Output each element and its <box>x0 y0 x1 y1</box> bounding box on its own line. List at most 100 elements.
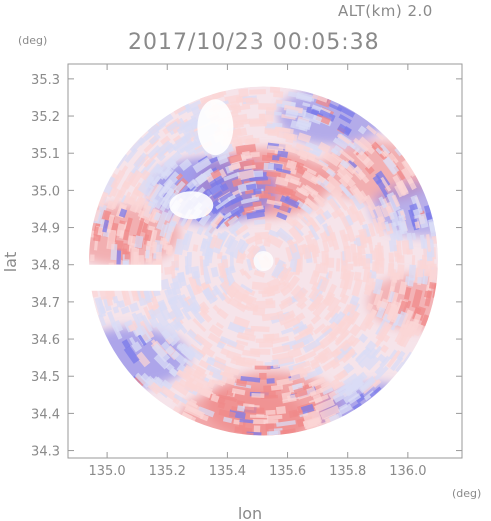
velocity-cell <box>202 287 217 305</box>
velocity-cell <box>424 290 433 307</box>
velocity-cell <box>408 209 417 227</box>
velocity-cell <box>266 171 281 178</box>
velocity-cell <box>148 308 157 320</box>
velocity-cell <box>231 387 246 396</box>
velocity-cell <box>276 131 295 141</box>
velocity-cell <box>390 292 399 307</box>
velocity-cell <box>336 369 349 381</box>
velocity-cell <box>171 350 188 366</box>
velocity-cell <box>395 253 401 262</box>
velocity-cell <box>422 275 429 285</box>
velocity-cell <box>352 402 363 411</box>
y-tick-label: 35.2 <box>31 110 60 125</box>
velocity-cell <box>379 355 391 368</box>
velocity-cell <box>302 339 321 353</box>
velocity-cell <box>315 174 326 184</box>
velocity-cell <box>135 351 151 368</box>
velocity-cell <box>193 145 205 155</box>
velocity-cell <box>334 313 349 329</box>
velocity-cell <box>243 164 256 170</box>
velocity-cell <box>401 309 414 329</box>
velocity-cell <box>213 237 224 250</box>
velocity-cell <box>228 265 236 274</box>
velocity-cell <box>246 258 253 271</box>
velocity-cell <box>129 200 141 214</box>
velocity-cell <box>338 113 352 124</box>
velocity-cell <box>263 333 275 342</box>
velocity-cell <box>251 348 271 355</box>
velocity-cell <box>190 265 201 279</box>
velocity-cell <box>116 248 122 265</box>
velocity-cell <box>298 187 308 196</box>
velocity-cell <box>206 364 222 376</box>
velocity-cell <box>246 137 260 144</box>
velocity-cell <box>412 313 422 326</box>
velocity-cell <box>253 425 261 433</box>
velocity-cell <box>277 126 291 133</box>
velocity-cell <box>161 146 170 155</box>
velocity-cell <box>253 188 262 195</box>
velocity-cell <box>112 320 124 333</box>
velocity-cell <box>233 315 250 329</box>
velocity-cell <box>286 239 298 254</box>
velocity-cell <box>417 260 424 269</box>
velocity-cell <box>208 234 219 250</box>
velocity-cell <box>159 198 171 212</box>
velocity-cell <box>429 269 434 284</box>
velocity-cell <box>310 361 321 370</box>
velocity-cell <box>402 351 413 365</box>
velocity-cell <box>278 313 296 326</box>
velocity-cell <box>343 314 354 325</box>
velocity-cell <box>266 199 283 207</box>
velocity-cell <box>153 353 170 370</box>
velocity-cell <box>295 199 313 215</box>
velocity-cell <box>154 195 166 210</box>
velocity-cell <box>153 307 170 329</box>
velocity-cell <box>212 190 223 200</box>
velocity-cell <box>305 423 319 432</box>
velocity-cell <box>230 100 240 108</box>
velocity-cell <box>290 284 303 298</box>
velocity-cell <box>318 277 330 293</box>
velocity-cell <box>298 164 317 176</box>
x-tick-label: 135.6 <box>269 464 306 479</box>
velocity-cell <box>219 183 229 192</box>
velocity-cell <box>364 320 375 331</box>
velocity-cell <box>210 213 225 229</box>
velocity-cell <box>161 329 178 347</box>
velocity-cell <box>160 135 171 146</box>
velocity-cell <box>237 405 245 412</box>
velocity-cell <box>426 234 432 252</box>
velocity-cell <box>249 119 267 127</box>
velocity-cell <box>230 196 244 205</box>
plot-frame <box>67 63 463 459</box>
velocity-cell <box>266 430 281 436</box>
velocity-cell <box>145 240 152 251</box>
velocity-cell <box>227 321 246 335</box>
y-tick-label: 35.3 <box>31 73 60 88</box>
x-axis: 135.0 135.2 135.4 135.6 135.8 136.0 <box>88 64 426 479</box>
velocity-cell <box>254 219 266 225</box>
velocity-cell <box>238 421 246 428</box>
velocity-cell <box>255 300 276 309</box>
velocity-cell <box>127 235 136 246</box>
velocity-cell <box>308 287 320 301</box>
velocity-cell <box>228 153 243 164</box>
y-tick-label: 34.4 <box>31 407 60 422</box>
velocity-cell <box>185 379 196 389</box>
velocity-cell <box>329 304 342 319</box>
velocity-cell <box>221 374 237 386</box>
velocity-cell <box>297 323 315 337</box>
velocity-cell <box>141 314 153 333</box>
velocity-cell <box>145 182 162 202</box>
radar-center <box>253 251 274 271</box>
velocity-cell <box>287 148 308 158</box>
velocity-cell <box>254 365 271 370</box>
velocity-cell <box>298 302 307 310</box>
velocity-cell <box>366 124 377 135</box>
y-tick-label: 34.3 <box>31 445 60 460</box>
velocity-cell <box>254 238 263 245</box>
velocity-cell <box>173 317 188 334</box>
velocity-cell <box>359 257 363 266</box>
velocity-cell <box>354 393 366 404</box>
